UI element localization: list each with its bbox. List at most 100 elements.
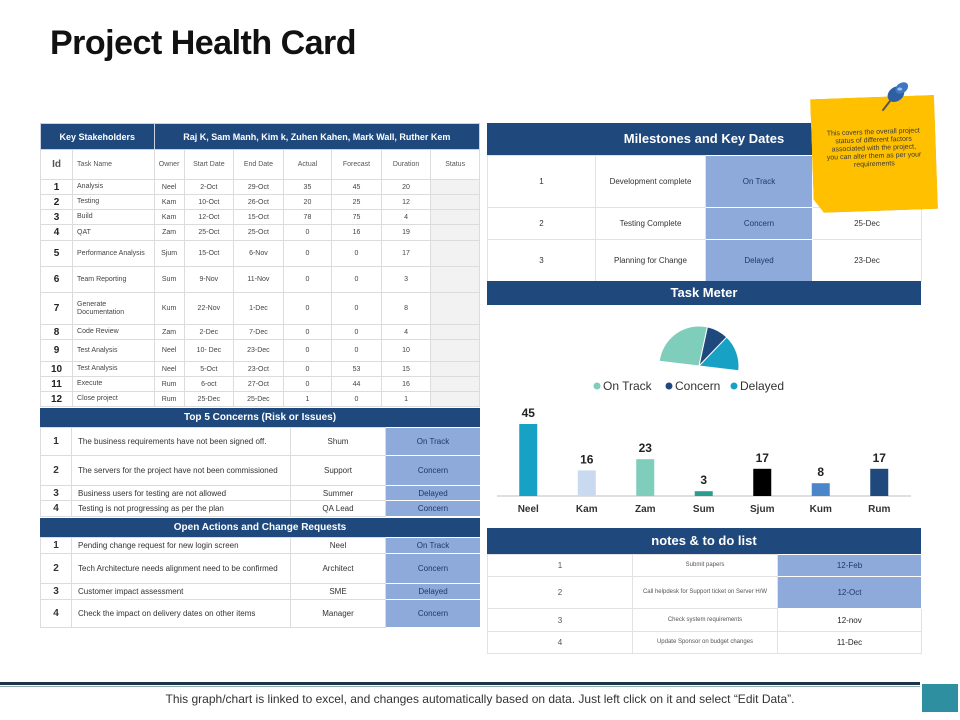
task-id: 10 — [39, 361, 74, 377]
actions-heading: Open Actions and Change Requests — [40, 517, 480, 537]
legend-marker — [730, 382, 738, 390]
bar-value-label: 8 — [817, 465, 824, 479]
pushpin-icon — [871, 80, 912, 120]
task-owner: Kam — [153, 209, 185, 225]
task-duration: 20 — [380, 179, 432, 195]
note-id: 3 — [487, 608, 633, 632]
concerns-status: On Track — [385, 427, 481, 456]
legend-label: On Track — [603, 379, 653, 393]
task-end: 11-Nov — [233, 266, 284, 293]
bar-rum — [870, 468, 889, 496]
task-owner: Rum — [153, 376, 185, 392]
task-name: Analysis — [72, 179, 155, 195]
note-id: 2 — [487, 576, 633, 609]
task-row: 1 Analysis Neel 2-Oct 29-Oct 35 45 20 — [39, 179, 480, 195]
task-row: 10 Test Analysis Neel 5-Oct 23-Oct 0 53 15 — [39, 361, 480, 377]
task-end: 7-Dec — [233, 324, 284, 340]
concerns-owner: Summer — [290, 485, 386, 501]
task-start: 25-Dec — [183, 391, 235, 407]
legend-label: Delayed — [740, 379, 784, 393]
task-row: 8 Code Review Zam 2-Dec 7-Dec 0 0 4 — [39, 324, 480, 340]
bar-neel — [519, 424, 538, 496]
actions-row: 4 Check the impact on delivery dates on o… — [40, 599, 481, 628]
task-owner: Zam — [153, 224, 185, 241]
task-name: Test Analysis — [72, 339, 155, 362]
bar-chart: 45 Neel 16 Kam 23 Zam 3 Sum 17 Sjum 8 Kum 17 Rum — [497, 406, 911, 515]
task-actual: 0 — [282, 224, 333, 241]
actions-status: On Track — [385, 537, 481, 554]
actions-status: Concern — [385, 553, 481, 584]
milestone-status: On Track — [705, 155, 813, 208]
concerns-id: 1 — [40, 427, 72, 456]
col-actual: Actual — [282, 149, 333, 180]
bar-sum — [694, 491, 713, 496]
task-owner: Neel — [153, 361, 185, 377]
concerns-id: 3 — [40, 485, 72, 501]
task-forecast: 45 — [331, 179, 382, 195]
task-end: 1-Dec — [233, 292, 284, 325]
concerns-status: Delayed — [385, 485, 481, 501]
note-date: 12-Oct — [777, 576, 922, 609]
task-table: Key Stakeholders Raj K, Sam Manh, Kim k,… — [39, 123, 481, 407]
milestone-row: 2 Testing Complete Concern 25-Dec — [487, 207, 922, 240]
milestone-date: 23-Dec — [812, 239, 922, 282]
col-task: Task Name — [72, 149, 155, 180]
task-start: 9-Nov — [183, 266, 235, 293]
task-name: Test Analysis — [72, 361, 155, 377]
milestone-id: 1 — [487, 155, 596, 208]
concerns-description: Business users for testing are not allow… — [71, 485, 291, 501]
concerns-row: 3 Business users for testing are not allo… — [40, 485, 481, 501]
task-status — [430, 339, 480, 362]
task-actual: 0 — [282, 324, 333, 340]
note-text: Submit papers — [632, 554, 778, 577]
task-actual: 0 — [282, 361, 333, 377]
actions-row: 3 Customer impact assessment SME Delayed — [40, 583, 481, 600]
task-row: 3 Build Kam 12-Oct 15-Oct 78 75 4 — [39, 209, 480, 225]
task-row: 2 Testing Kam 10-Oct 26-Oct 20 25 12 — [39, 194, 480, 210]
task-id: 5 — [39, 240, 74, 267]
concerns-owner: QA Lead — [290, 500, 386, 517]
task-id: 4 — [39, 224, 74, 241]
task-start: 25-Oct — [183, 224, 235, 241]
task-row: 7 Generate Documentation Kum 22-Nov 1-Dec 0 0 8 — [39, 292, 480, 325]
task-name: Team Reporting — [72, 266, 155, 293]
bar-category-label: Sum — [693, 504, 715, 515]
actions-id: 4 — [40, 599, 72, 628]
col-start: Start Date — [183, 149, 235, 180]
task-owner: Sjum — [153, 240, 185, 267]
actions-id: 2 — [40, 553, 72, 584]
stakeholders-names: Raj K, Sam Manh, Kim k, Zuhen Kahen, Mar… — [153, 123, 481, 150]
task-end: 15-Oct — [233, 209, 284, 225]
task-forecast: 75 — [331, 209, 382, 225]
concerns-owner: Shum — [290, 427, 386, 456]
task-name: Performance Analysis — [72, 240, 155, 267]
task-forecast: 0 — [331, 324, 382, 340]
footer-accent — [922, 684, 958, 712]
task-table-body: 1 Analysis Neel 2-Oct 29-Oct 35 45 20 2 Testing Ka… — [39, 179, 480, 407]
task-id: 7 — [39, 292, 74, 325]
task-actual: 0 — [282, 240, 333, 267]
bar-sjum — [753, 468, 772, 496]
task-row: 11 Execute Rum 6-oct 27-Oct 0 44 16 — [39, 376, 480, 392]
bar-category-label: Kum — [810, 504, 832, 515]
pie-slice-on-track — [658, 325, 709, 367]
task-owner: Neel — [153, 179, 185, 195]
bar-category-label: Rum — [868, 504, 890, 515]
task-forecast: 0 — [331, 339, 382, 362]
task-meter-heading: Task Meter — [487, 281, 921, 305]
task-status — [430, 391, 480, 407]
actions-description: Pending change request for new login scr… — [71, 537, 291, 554]
concerns-id: 2 — [40, 455, 72, 486]
notes-heading: notes & to do list — [487, 528, 921, 554]
bar-kam — [577, 470, 596, 496]
task-end: 6-Nov — [233, 240, 284, 267]
actions-description: Customer impact assessment — [71, 583, 291, 600]
task-name: Close project — [72, 391, 155, 407]
task-owner: Zam — [153, 324, 185, 340]
concerns-description: The business requirements have not been … — [71, 427, 291, 456]
concerns-heading: Top 5 Concerns (Risk or Issues) — [40, 407, 480, 427]
task-duration: 10 — [380, 339, 432, 362]
task-end: 29-Oct — [233, 179, 284, 195]
task-forecast: 0 — [331, 266, 382, 293]
task-actual: 78 — [282, 209, 333, 225]
